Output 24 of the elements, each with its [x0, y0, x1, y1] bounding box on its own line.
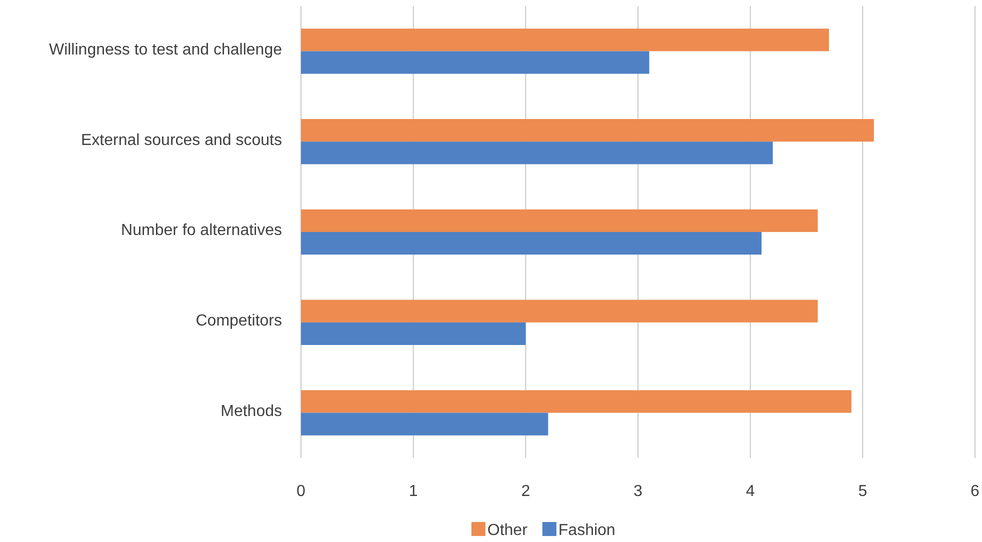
x-tick-label: 5	[858, 483, 868, 500]
y-tick-label: Competitors	[196, 312, 282, 330]
bar	[301, 300, 818, 322]
x-tick-label: 2	[521, 483, 530, 500]
y-tick-label: Methods	[220, 403, 282, 420]
bar	[301, 232, 762, 255]
x-tick-label: 3	[634, 483, 643, 500]
y-tick-label: External sources and scouts	[81, 132, 282, 149]
y-tick-label: Willingness to test and challenge	[48, 41, 282, 58]
bar	[301, 142, 773, 164]
bar	[301, 28, 829, 52]
bar	[301, 412, 548, 436]
x-tick-label: 4	[746, 483, 755, 500]
bar	[301, 322, 526, 345]
y-tick-label: Number fo alternatives	[121, 222, 282, 240]
legend-label: Other	[487, 522, 528, 539]
bar	[301, 119, 874, 142]
bar	[301, 51, 650, 74]
legend-label: Fashion	[558, 522, 616, 539]
x-tick-label: 6	[970, 483, 980, 500]
x-tick-label: 0	[296, 483, 306, 500]
bar	[301, 390, 852, 413]
x-tick-label: 1	[408, 483, 418, 500]
bar	[301, 209, 818, 232]
